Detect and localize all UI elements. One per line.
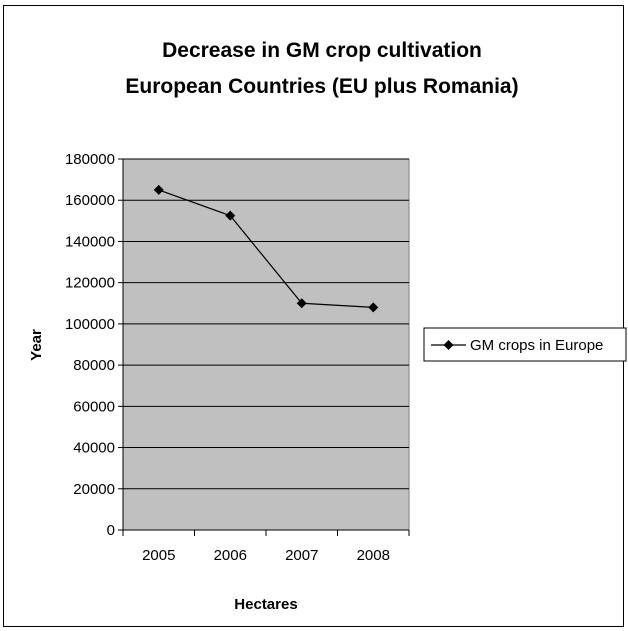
y-tick-label: 140000 [65, 233, 115, 250]
y-tick-label: 80000 [73, 357, 115, 374]
x-tick-label: 2007 [285, 547, 318, 564]
plot-area [122, 158, 410, 531]
x-tick-label: 2005 [142, 547, 175, 564]
y-tick-label: 40000 [73, 440, 115, 457]
y-tick-label: 120000 [65, 275, 115, 292]
y-tick-label: 100000 [65, 316, 115, 333]
series-layer [153, 184, 379, 313]
y-tick-label: 160000 [65, 192, 115, 209]
x-axis-label: Hectares [234, 596, 297, 613]
x-axis-ticks: 2005 2006 2007 2008 [122, 530, 410, 564]
y-axis-label: Year [28, 329, 45, 361]
data-point-marker [225, 210, 236, 221]
chart-title-line-1: Decrease in GM crop cultivation [162, 39, 482, 62]
x-tick-label: 2006 [214, 547, 247, 564]
x-tick-label: 2008 [357, 547, 390, 564]
y-tick-label: 180000 [65, 151, 115, 168]
legend-diamond-marker [443, 340, 454, 350]
data-point-marker [296, 298, 307, 309]
legend-label: GM crops in Europe [470, 337, 603, 354]
y-tick-label: 60000 [73, 398, 115, 415]
series-line [158, 189, 374, 308]
y-tick-label: 0 [107, 522, 115, 539]
chart-title-line-2: European Countries (EU plus Romania) [125, 75, 518, 98]
gridlines [123, 158, 409, 490]
data-point-marker [153, 184, 164, 195]
data-point-marker [368, 302, 379, 313]
y-axis-ticks: 0 20000 40000 60000 80000 100000 120000 140000 1… [65, 151, 123, 539]
y-tick-label: 20000 [73, 481, 115, 498]
legend: GM crops in Europe [423, 327, 627, 362]
